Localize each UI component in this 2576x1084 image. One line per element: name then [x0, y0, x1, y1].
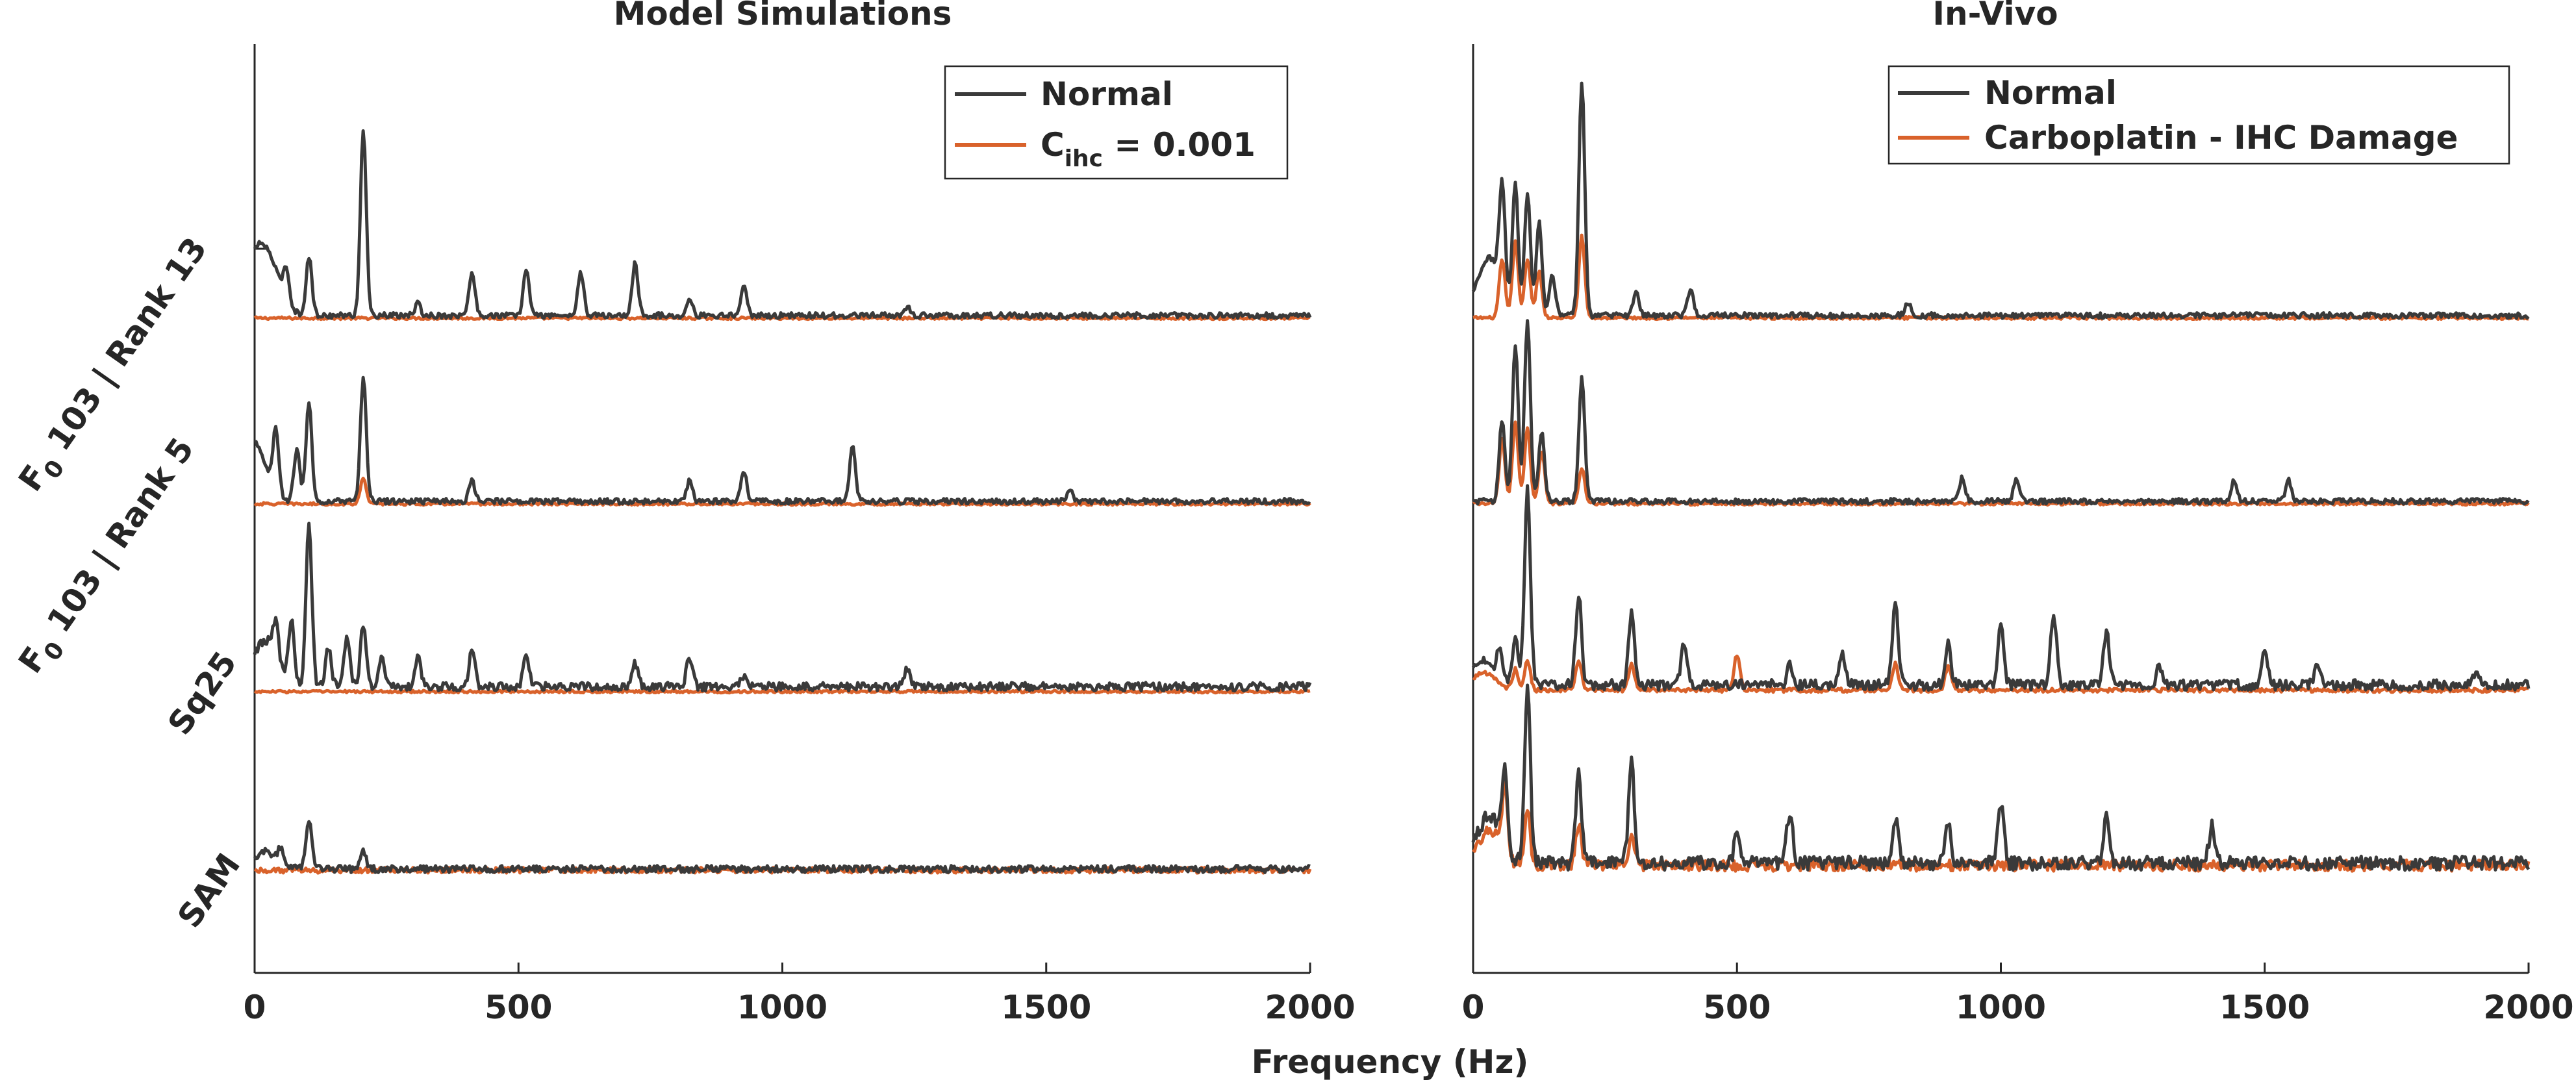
traces — [1471, 81, 2531, 873]
x-tick-label: 500 — [485, 989, 552, 1026]
trace-damaged-4 — [1472, 781, 2531, 873]
x-axis-label: Frequency (Hz) — [1252, 1043, 1529, 1081]
x-tick-label: 2000 — [2483, 989, 2573, 1026]
x-tick-label: 0 — [1462, 989, 1485, 1026]
legend-box — [944, 65, 1289, 180]
legend: Normal Cihc = 0.001 — [944, 65, 1289, 180]
row-label-sq25: Sq25 — [160, 645, 244, 742]
legend-box — [1888, 65, 2510, 165]
legend-label-normal: Normal — [1041, 75, 1173, 113]
legend-label-damaged: Cihc = 0.001 — [1041, 126, 1256, 172]
panel-in-vivo: In-Vivo 0 500 1000 1500 2000 Normal Carbopla… — [1462, 0, 2574, 1026]
x-tick-label: 0 — [244, 989, 266, 1026]
x-tick-label: 500 — [1703, 989, 1771, 1026]
legend: Normal Carboplatin - IHC Damage — [1888, 65, 2510, 165]
x-tick-label: 1000 — [737, 989, 827, 1026]
x-tick-label: 2000 — [1265, 989, 1355, 1026]
trace-normal-4 — [253, 820, 1311, 874]
legend-label-damaged: Carboplatin - IHC Damage — [1984, 119, 2458, 157]
x-ticks: 0 500 1000 1500 2000 — [1462, 963, 2574, 1026]
legend-label-normal: Normal — [1984, 74, 2117, 112]
x-ticks: 0 500 1000 1500 2000 — [244, 963, 1356, 1026]
panel-title: In-Vivo — [1932, 0, 2058, 32]
panel-model-simulations: Model Simulations 0 500 1000 1500 2000 Norma… — [244, 0, 1356, 1026]
trace-damaged-2 — [1472, 420, 2530, 507]
trace-normal-4 — [1471, 683, 2531, 872]
x-tick-label: 1500 — [1001, 989, 1091, 1026]
traces — [253, 129, 1312, 875]
trace-normal-1 — [253, 129, 1312, 320]
trace-normal-3 — [1471, 484, 2531, 692]
trace-normal-3 — [253, 522, 1312, 693]
trace-damaged-3 — [253, 688, 1311, 695]
trace-normal-1 — [1471, 81, 2530, 320]
panel-title: Model Simulations — [614, 0, 952, 32]
x-tick-label: 1000 — [1956, 989, 2046, 1026]
row-label-sam: SAM — [170, 847, 247, 935]
trace-normal-2 — [1472, 319, 2530, 506]
x-tick-label: 1500 — [2219, 989, 2310, 1026]
trace-normal-2 — [254, 375, 1311, 506]
trace-damaged-3 — [1472, 654, 2529, 694]
